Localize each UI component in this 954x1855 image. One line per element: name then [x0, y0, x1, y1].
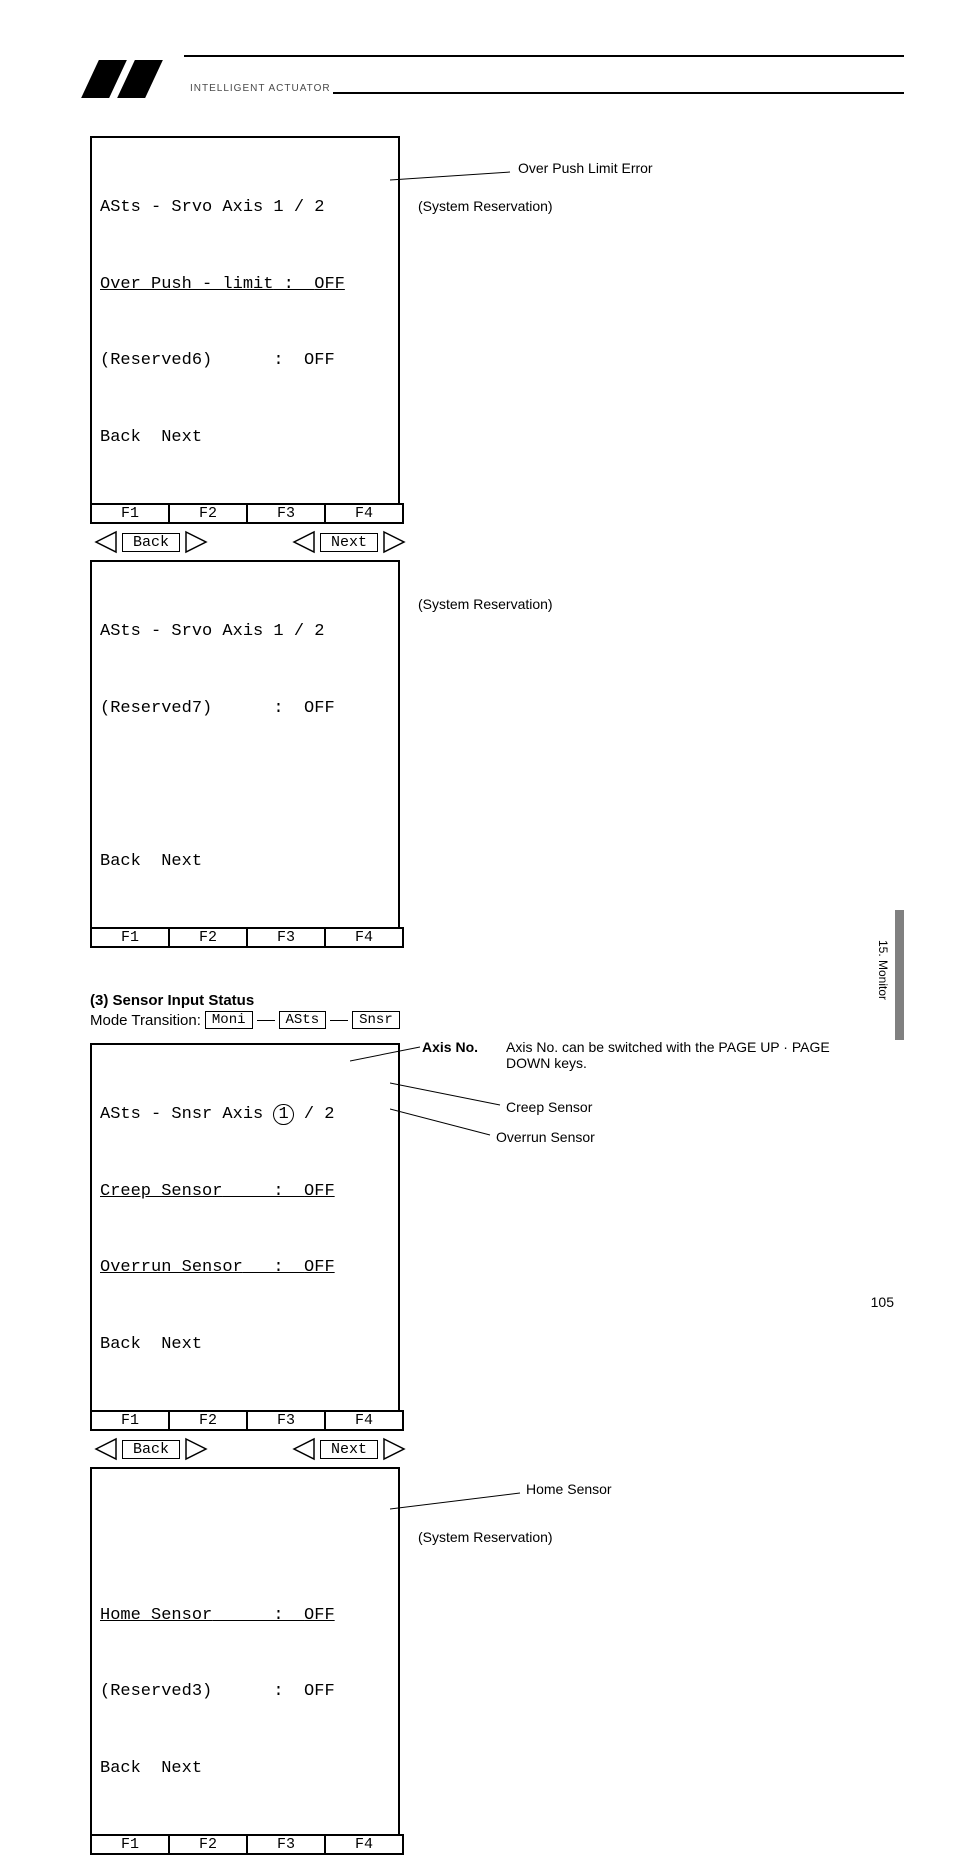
f3-key[interactable]: F3 — [248, 929, 326, 948]
annot-overrun: Overrun Sensor — [496, 1129, 595, 1145]
reserved3-value: OFF — [304, 1682, 335, 1701]
f3-key[interactable]: F3 — [248, 505, 326, 524]
fkey-row: F1 F2 F3 F4 — [90, 927, 404, 948]
next-button[interactable]: Next — [320, 533, 378, 552]
brand-logo — [81, 60, 189, 98]
overpush-value: OFF — [314, 275, 345, 294]
page-header: INTELLIGENT ACTUATOR — [90, 60, 904, 96]
reserved3-label: (Reserved3) — [100, 1682, 212, 1701]
lcd-title: ASts - Srvo Axis 1 / 2 — [100, 619, 390, 645]
f1-key[interactable]: F1 — [92, 929, 170, 948]
snsr-title-b: / 2 — [304, 1105, 335, 1124]
annot-axis-text: Axis No. can be switched with the PAGE U… — [506, 1039, 876, 1071]
f1-key[interactable]: F1 — [92, 1836, 170, 1855]
back-button[interactable]: Back — [122, 533, 180, 552]
f4-key[interactable]: F4 — [326, 1836, 404, 1855]
brand-text: INTELLIGENT ACTUATOR — [190, 83, 331, 94]
creep-value: OFF — [304, 1182, 335, 1201]
f2-key[interactable]: F2 — [170, 1412, 248, 1431]
annot-overpush: Over Push Limit Error — [518, 160, 653, 176]
f4-key[interactable]: F4 — [326, 1412, 404, 1431]
back-button[interactable]: Back — [122, 1440, 180, 1459]
nav-row: Back Next — [90, 1431, 410, 1467]
mode-step-snsr: Snsr — [352, 1011, 400, 1029]
overpush-label: Over Push - limit — [100, 275, 273, 294]
overrun-value: OFF — [304, 1258, 335, 1277]
creep-label: Creep Sensor — [100, 1182, 222, 1201]
reserved7-label: (Reserved7) — [100, 699, 212, 718]
mode-transition: Mode Transition: Moni ASts Snsr — [90, 1011, 904, 1029]
f3-key[interactable]: F3 — [248, 1836, 326, 1855]
lcd-nav-labels: Back Next — [100, 849, 390, 875]
home-label: Home Sensor — [100, 1606, 212, 1625]
mode-step-asts: ASts — [279, 1011, 327, 1029]
annot-axis-label: Axis No. — [422, 1039, 478, 1055]
f2-key[interactable]: F2 — [170, 1836, 248, 1855]
annot-home: Home Sensor — [526, 1481, 612, 1497]
f4-key[interactable]: F4 — [326, 505, 404, 524]
mode-step-moni: Moni — [205, 1011, 253, 1029]
f1-key[interactable]: F1 — [92, 1412, 170, 1431]
lcd-nav-labels: Back Next — [100, 1332, 390, 1358]
lcd-snsr-screen-1: ASts - Snsr Axis 1 / 2 Creep Sensor : OF… — [90, 1043, 400, 1410]
next-button[interactable]: Next — [320, 1440, 378, 1459]
reserved6-value: OFF — [304, 351, 335, 370]
fkey-row: F1 F2 F3 F4 — [90, 503, 404, 524]
annot-reserved3: (System Reservation) — [418, 1529, 553, 1545]
lcd-srvo-screen-2: ASts - Srvo Axis 1 / 2 (Reserved7) : OFF… — [90, 560, 400, 927]
f3-key[interactable]: F3 — [248, 1412, 326, 1431]
fkey-row: F1 F2 F3 F4 — [90, 1834, 404, 1855]
f1-key[interactable]: F1 — [92, 505, 170, 524]
nav-row: Back Next — [90, 524, 410, 560]
mode-label: Mode Transition: — [90, 1012, 201, 1029]
annot-reserved6: (System Reservation) — [418, 198, 553, 214]
reserved6-label: (Reserved6) — [100, 351, 212, 370]
reserved7-value: OFF — [304, 699, 335, 718]
lcd-nav-labels: Back Next — [100, 425, 390, 451]
home-value: OFF — [304, 1606, 335, 1625]
f2-key[interactable]: F2 — [170, 505, 248, 524]
side-tab-label: 15. Monitor — [876, 940, 890, 1000]
lcd-srvo-screen-1: ASts - Srvo Axis 1 / 2 Over Push - limit… — [90, 136, 400, 503]
lcd-nav-labels: Back Next — [100, 1756, 390, 1782]
snsr-title-a: ASts - Snsr Axis — [100, 1105, 273, 1124]
annot-creep: Creep Sensor — [506, 1099, 592, 1115]
lcd-snsr-screen-2: Home Sensor : OFF (Reserved3) : OFF Back… — [90, 1467, 400, 1834]
section-heading: (3) Sensor Input Status — [90, 992, 904, 1009]
axis-number: 1 — [273, 1104, 293, 1125]
overrun-label: Overrun Sensor — [100, 1258, 243, 1277]
fkey-row: F1 F2 F3 F4 — [90, 1410, 404, 1431]
annot-reserved7: (System Reservation) — [418, 596, 553, 612]
f4-key[interactable]: F4 — [326, 929, 404, 948]
lcd-title: ASts - Srvo Axis 1 / 2 — [100, 195, 390, 221]
side-tab: 15. Monitor — [888, 910, 904, 1040]
f2-key[interactable]: F2 — [170, 929, 248, 948]
page-number: 105 — [871, 1294, 894, 1310]
